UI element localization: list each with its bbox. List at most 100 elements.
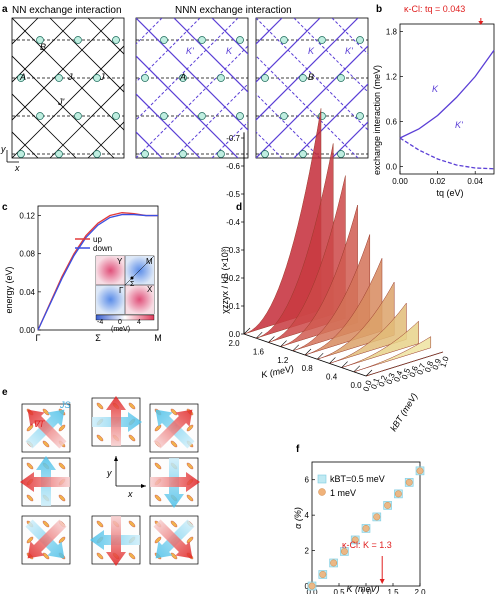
kcl-tq-annotation: κ-Cl: tq = 0.043 (404, 4, 465, 14)
molecule (130, 121, 163, 154)
nnn1-site-a: A (179, 72, 186, 82)
site-marker (217, 74, 225, 82)
e-molecule (186, 424, 194, 432)
d-ktick-label: 0.4 (326, 373, 338, 382)
f-xtick-label: 1.0 (360, 588, 372, 594)
site-marker (74, 112, 82, 120)
site-marker (55, 74, 63, 82)
diag-bond-dashed (104, 18, 244, 158)
d-ztick-label: -0.6 (226, 162, 240, 171)
e-thermal-gradient-arrow (27, 409, 67, 449)
nnn2-label-k: K (308, 46, 315, 56)
e-thermal-gradient-arrow-shape (106, 516, 126, 566)
d-zlabel: χzzyx / kB (×10³) (220, 246, 230, 314)
molecule-core (174, 128, 194, 148)
b-xtick-label: 0.00 (392, 177, 408, 186)
d-ztick-label: -0.1 (226, 302, 240, 311)
b-xlabel: tq (eV) (436, 188, 463, 198)
d-base-tick (341, 361, 348, 368)
d-base-tick (329, 357, 336, 364)
d-ztick-label: -0.3 (226, 246, 240, 255)
bond-lines (136, 18, 466, 158)
diag-bond (136, 93, 201, 158)
c-xtick-label: M (154, 333, 162, 343)
f-legend-circle (318, 488, 326, 496)
cbar-tick-min: -4 (97, 319, 103, 326)
e-molecule (42, 552, 50, 560)
molecule-core (256, 128, 276, 148)
d-curtain (341, 320, 419, 368)
b-marker-head (478, 21, 484, 25)
diag-bond (104, 18, 244, 158)
site-marker (17, 74, 25, 82)
d-ztick-label: -0.5 (226, 190, 240, 199)
d-ktick-label: 0.0 (350, 381, 362, 390)
exchange-chart: 0.00 0.02 0.04 0.0 0.6 1.2 1.8 (386, 18, 495, 186)
f-point-circle (394, 490, 402, 498)
molecule (269, 92, 302, 125)
inset-label-x: X (147, 285, 153, 294)
site-marker (236, 36, 244, 44)
site-marker (217, 150, 225, 158)
e-molecule (42, 408, 50, 416)
d-ztick-label: 0.0 (229, 330, 241, 339)
e-molecule (96, 520, 104, 528)
site-marker (160, 36, 168, 44)
site-marker (261, 150, 269, 158)
molecule-halo (326, 121, 359, 154)
molecule (168, 121, 201, 154)
site-label-b: B (40, 42, 46, 52)
bond-label-jprime: J' (57, 97, 65, 107)
e-molecule (186, 494, 194, 502)
f-point-circle (405, 478, 413, 486)
nnn2-label-kprime: K' (345, 46, 353, 56)
e-thermal-gradient-arrow (150, 472, 200, 492)
e-molecule (170, 408, 178, 416)
cbar-tick-max: 4 (137, 319, 141, 326)
diag-bond (484, 18, 498, 158)
d-base-tick (268, 336, 275, 343)
d-ztick-label: -0.4 (226, 218, 240, 227)
molecule (25, 92, 58, 125)
site-marker (112, 36, 120, 44)
molecule-halo (25, 92, 58, 125)
e-molecule (128, 520, 136, 528)
molecule (82, 121, 115, 154)
e-thermal-gradient-arrow (27, 519, 67, 559)
site-marker (280, 36, 288, 44)
diag-bond (87, 121, 124, 158)
d-base-tick (365, 369, 373, 377)
molecule (225, 92, 258, 125)
site-marker (17, 150, 25, 158)
e-tile (21, 515, 71, 565)
e-thermal-gradient-arrow (106, 396, 126, 446)
diag-bond-dashed (326, 18, 466, 158)
nnn2-site-b: B (308, 72, 314, 82)
site-marker (280, 112, 288, 120)
molecule (149, 92, 182, 125)
e-thermal-gradient-arrow-shape (27, 409, 67, 449)
molecule (6, 121, 39, 154)
f-xtick-label: 0.0 (306, 588, 318, 594)
c-legend-down: down (93, 244, 112, 253)
e-molecule (96, 552, 104, 560)
panel-a-label: a (2, 4, 8, 15)
f-xlabel: K (meV) (346, 584, 379, 594)
f-xtick-label: 0.5 (333, 588, 345, 594)
d-ttick-label: 0.4 (392, 369, 404, 383)
diag-bond (256, 45, 368, 158)
e-molecule (42, 440, 50, 448)
e-molecule (170, 520, 178, 528)
b-ytick-label: 1.2 (386, 73, 398, 82)
d-ttick-label: 0.5 (400, 367, 412, 381)
f-ytick-label: 6 (305, 476, 310, 485)
inset-colorbar (95, 314, 155, 321)
d-base-tick (304, 348, 312, 356)
molecule-core (193, 41, 213, 61)
diag-bond (256, 18, 359, 121)
site-marker (93, 150, 101, 158)
panel-f-label: f (296, 444, 300, 455)
site-marker (356, 36, 364, 44)
e-thermal-gradient-arrow-shape (20, 472, 70, 492)
diag-bond-dashed (256, 18, 368, 131)
